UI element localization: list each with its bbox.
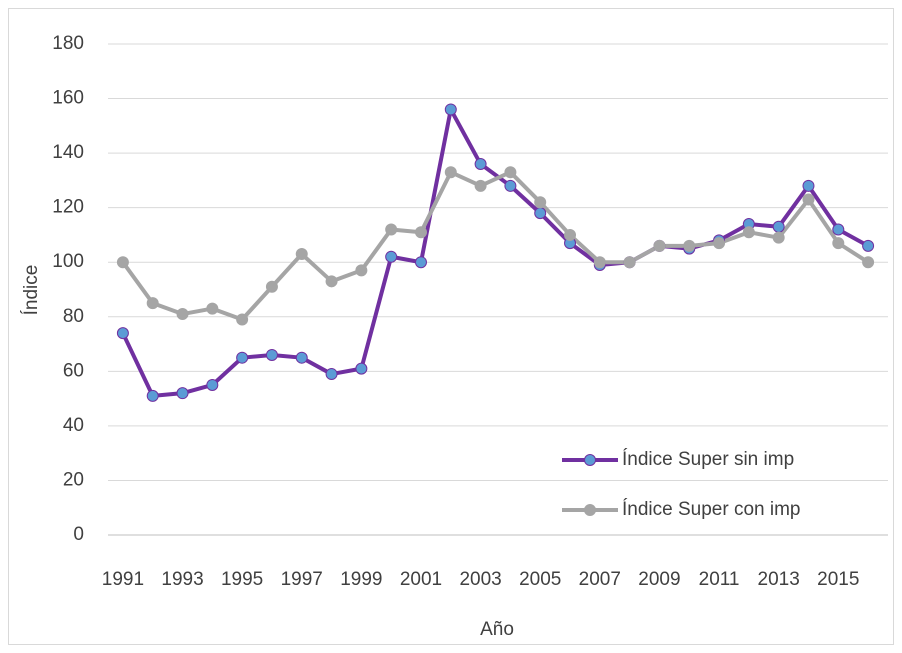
data-point xyxy=(206,302,219,315)
y-tick-label: 140 xyxy=(52,142,84,163)
x-axis-title: Año xyxy=(480,619,514,640)
data-point xyxy=(593,256,606,269)
x-tick-label: 2003 xyxy=(459,569,501,590)
x-tick-label: 1997 xyxy=(281,569,323,590)
data-point xyxy=(355,264,368,277)
data-point xyxy=(146,297,159,310)
data-point xyxy=(862,256,875,269)
y-tick-label: 120 xyxy=(52,197,84,218)
data-point xyxy=(534,196,547,209)
x-tick-label: 1995 xyxy=(221,569,263,590)
data-point xyxy=(265,280,278,293)
data-point xyxy=(832,237,845,250)
x-tick-label: 2013 xyxy=(758,569,800,590)
data-point xyxy=(325,368,338,381)
data-point xyxy=(802,193,815,206)
x-tick-label: 2007 xyxy=(579,569,621,590)
data-point xyxy=(146,389,159,402)
data-point xyxy=(564,228,577,241)
x-tick-label: 1991 xyxy=(102,569,144,590)
data-point xyxy=(862,239,875,252)
data-point xyxy=(385,223,398,236)
y-axis-title: Índice xyxy=(21,265,42,316)
data-point xyxy=(176,387,189,400)
data-point xyxy=(474,179,487,192)
data-point xyxy=(176,308,189,321)
data-point xyxy=(206,378,219,391)
legend-label: Índice Super sin imp xyxy=(622,449,794,470)
data-point xyxy=(653,239,666,252)
y-tick-label: 0 xyxy=(73,524,84,545)
x-tick-label: 1993 xyxy=(161,569,203,590)
legend-marker xyxy=(584,504,596,516)
data-point xyxy=(683,239,696,252)
data-point xyxy=(534,207,547,220)
y-tick-label: 60 xyxy=(63,360,84,381)
y-tick-label: 40 xyxy=(63,415,84,436)
data-point xyxy=(325,275,338,288)
data-point xyxy=(832,223,845,236)
data-point xyxy=(385,250,398,263)
y-tick-label: 80 xyxy=(63,306,84,327)
data-point xyxy=(236,351,249,364)
data-point xyxy=(355,362,368,375)
x-tick-label: 2005 xyxy=(519,569,561,590)
data-point xyxy=(444,166,457,179)
data-point xyxy=(414,256,427,269)
x-tick-label: 2009 xyxy=(638,569,680,590)
y-tick-label: 100 xyxy=(52,251,84,272)
data-point xyxy=(623,256,636,269)
x-tick-label: 1999 xyxy=(340,569,382,590)
x-tick-label: 2001 xyxy=(400,569,442,590)
data-point xyxy=(772,231,785,244)
data-point xyxy=(414,226,427,239)
y-tick-label: 160 xyxy=(52,88,84,109)
data-point xyxy=(295,248,308,261)
legend-label: Índice Super con imp xyxy=(622,499,801,520)
legend-marker xyxy=(584,454,596,466)
data-point xyxy=(295,351,308,364)
data-point xyxy=(742,226,755,239)
data-point xyxy=(504,166,517,179)
data-point xyxy=(116,327,129,340)
data-point xyxy=(802,179,815,192)
y-tick-label: 180 xyxy=(52,33,84,54)
data-point xyxy=(265,348,278,361)
data-point xyxy=(116,256,129,269)
x-tick-label: 2011 xyxy=(699,569,740,590)
data-point xyxy=(444,103,457,116)
y-tick-label: 20 xyxy=(63,469,84,490)
x-tick-label: 2015 xyxy=(817,569,859,590)
data-point xyxy=(236,313,249,326)
data-point xyxy=(474,158,487,171)
data-point xyxy=(504,179,517,192)
data-point xyxy=(713,237,726,250)
data-point xyxy=(772,220,785,233)
